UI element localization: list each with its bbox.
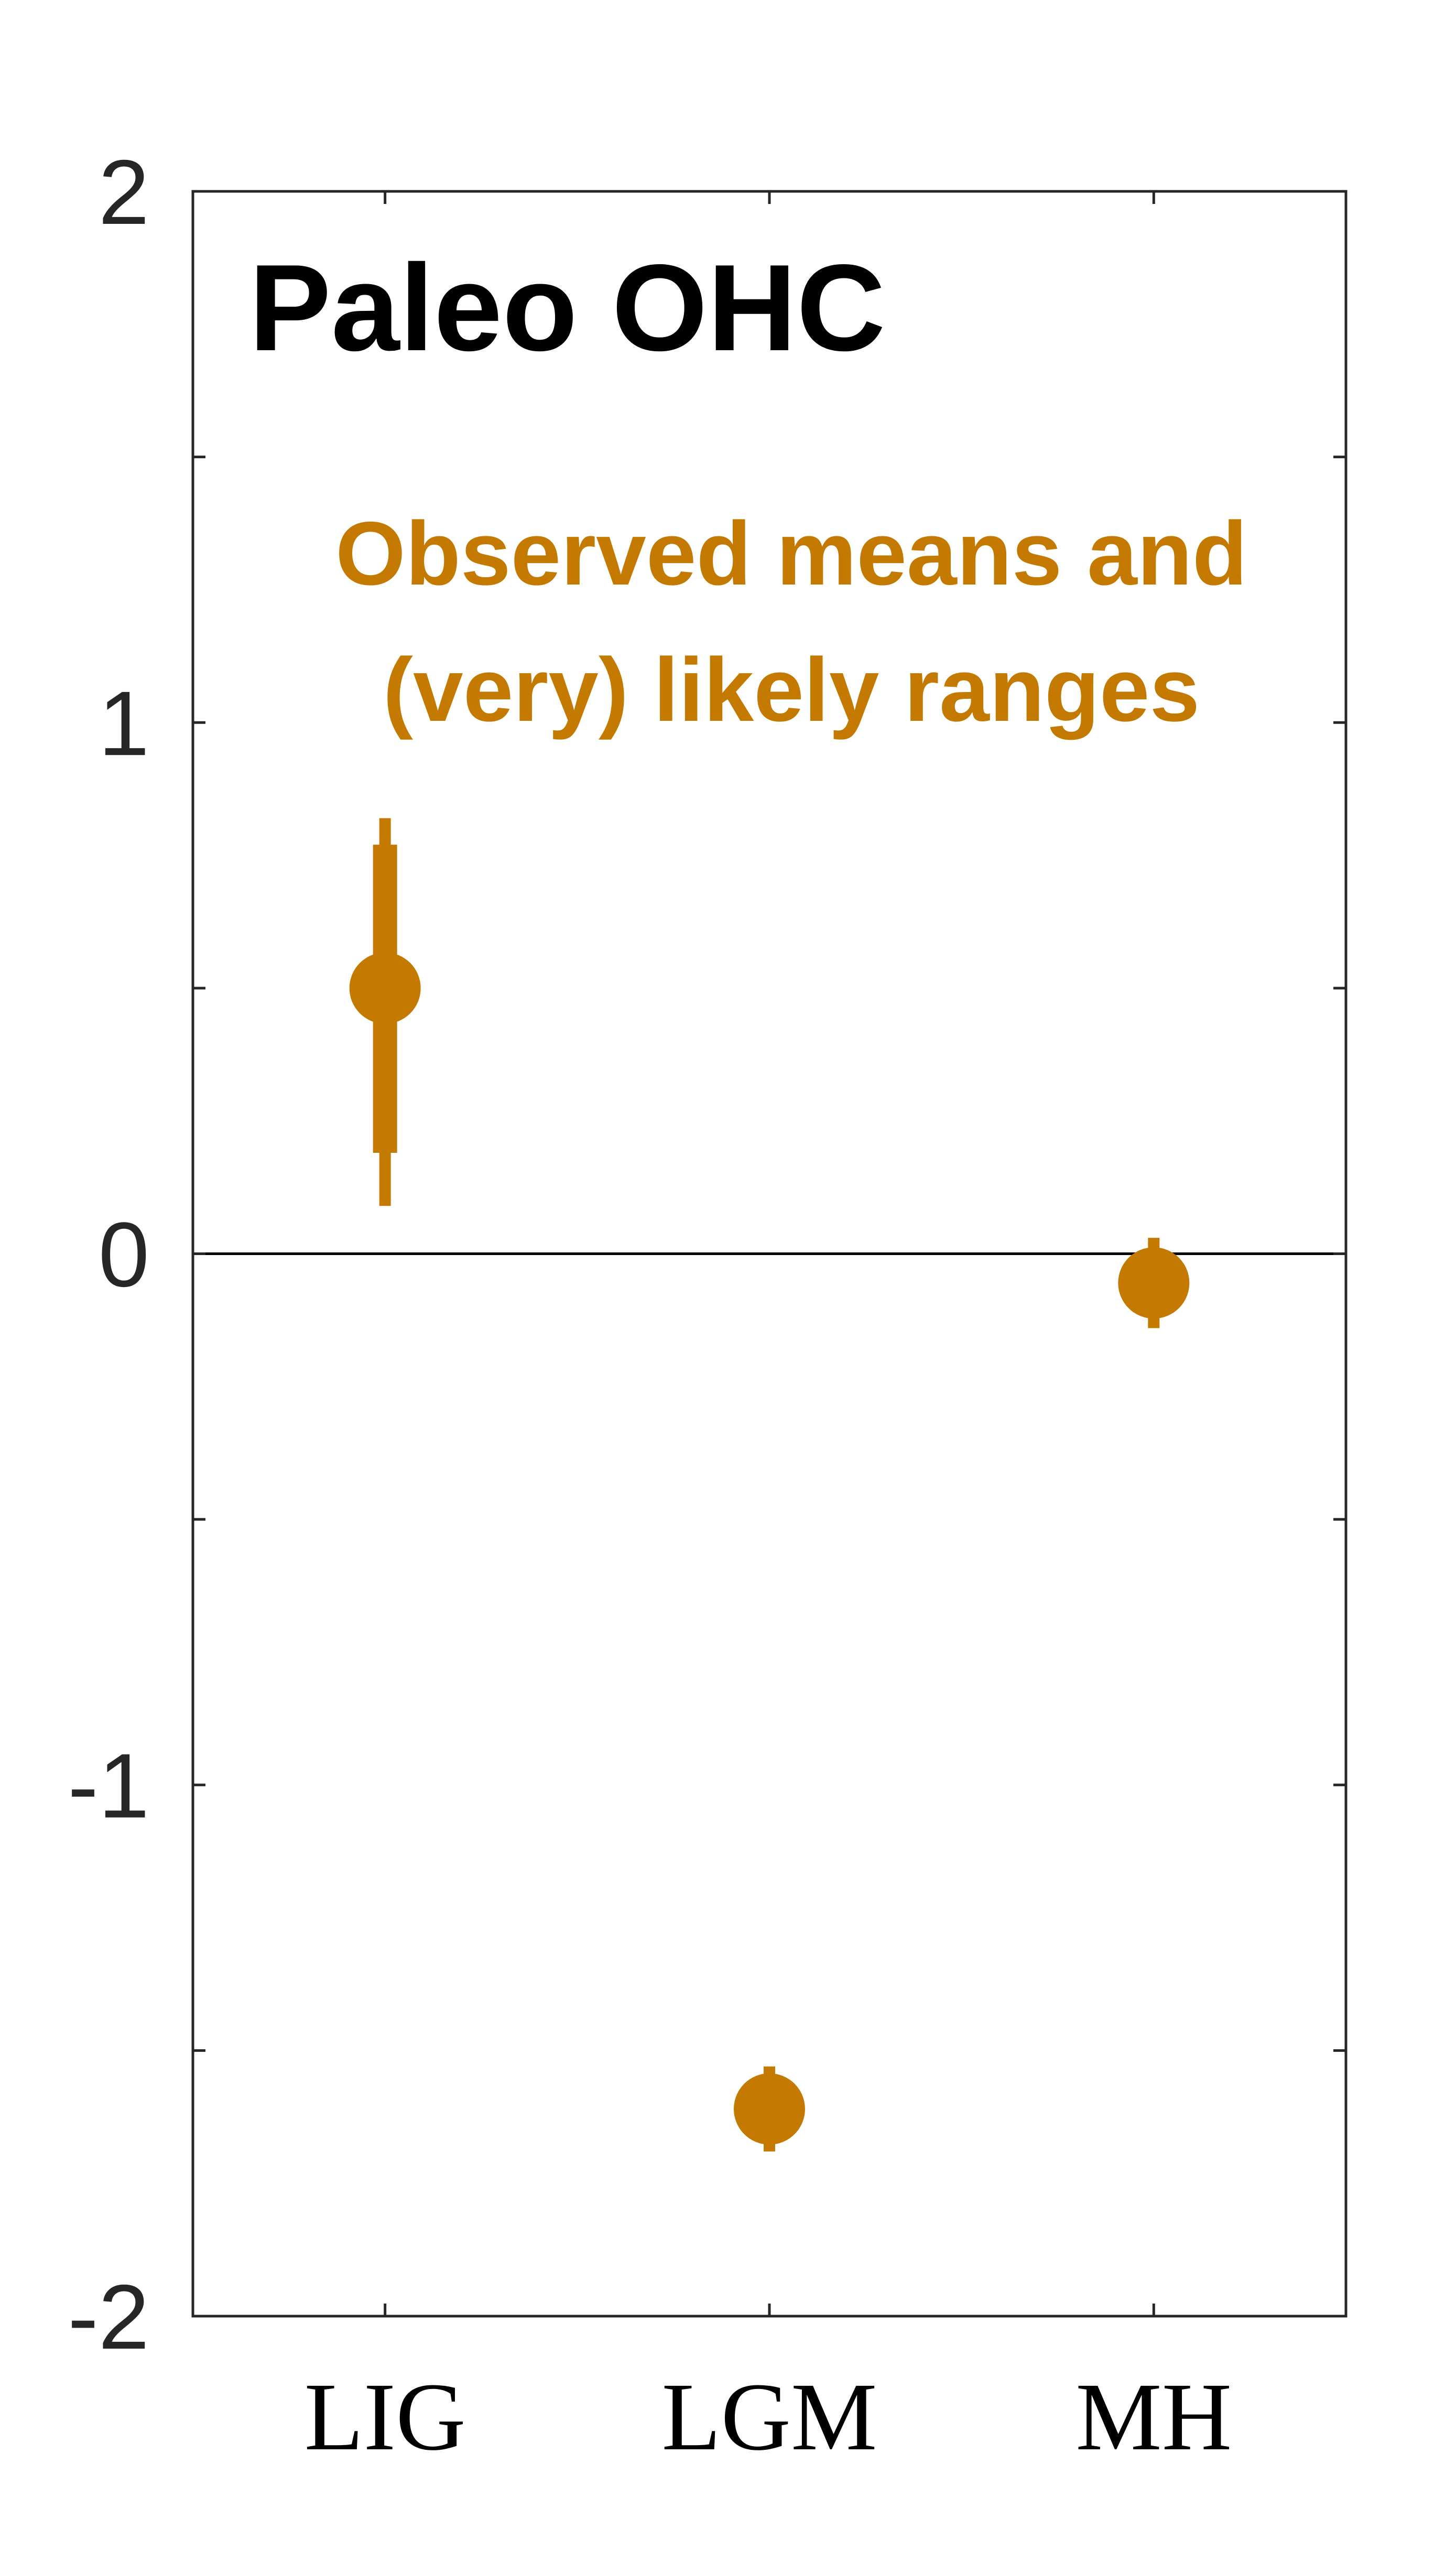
y-tick-label: 1: [99, 673, 149, 775]
x-tick-label: MH: [1075, 2363, 1232, 2471]
data-marks: [349, 818, 1190, 2152]
annotation-line-2: (very) likely ranges: [383, 640, 1200, 740]
mean-point: [734, 2073, 805, 2145]
x-tick-label: LIG: [305, 2363, 466, 2471]
mean-point: [1118, 1247, 1190, 1319]
y-tick-label: 0: [99, 1204, 149, 1306]
x-tick-label: LGM: [661, 2363, 877, 2471]
chart-title: Paleo OHC: [249, 239, 885, 376]
y-tick-label: -1: [68, 1735, 149, 1837]
mean-point: [349, 952, 421, 1024]
y-tick-label: 2: [99, 142, 149, 244]
y-tick-label: -2: [68, 2266, 149, 2369]
annotation-line-1: Observed means and: [335, 503, 1247, 604]
chart-text: Paleo OHC Observed means and (very) like…: [68, 142, 1247, 2471]
